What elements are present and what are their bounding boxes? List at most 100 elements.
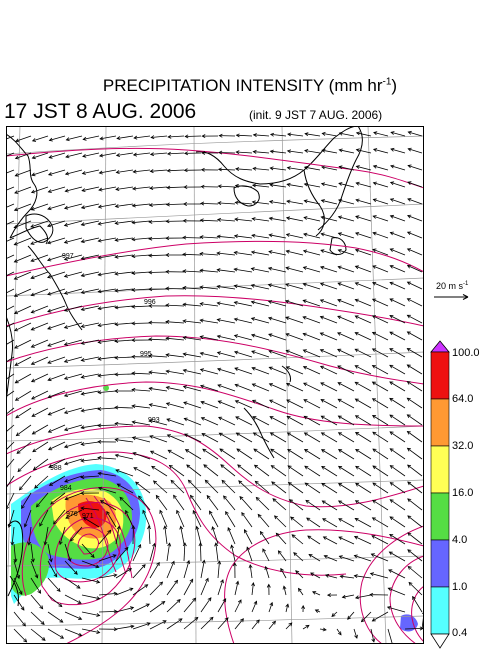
wind-vector — [64, 339, 83, 346]
wind-vector — [252, 201, 270, 205]
coastline-korea-north — [6, 133, 38, 239]
wind-vector-head — [80, 239, 85, 244]
wind-vector-head — [406, 431, 411, 435]
wind-vector — [183, 369, 202, 375]
wind-vector-head — [96, 579, 101, 584]
wind-vector — [186, 464, 202, 477]
wind-vector-head — [63, 291, 68, 295]
wind-vector — [373, 199, 389, 205]
wind-vector-head — [355, 465, 360, 470]
wind-vector — [14, 220, 32, 228]
wind-vector-head — [233, 301, 238, 305]
wind-vector — [205, 479, 219, 494]
wind-vector — [31, 288, 49, 296]
wind-vector — [355, 432, 372, 443]
wind-vector — [321, 415, 338, 426]
wind-vector — [285, 283, 304, 290]
wind-vector — [83, 517, 100, 528]
weather-map: 997 996 995 993 988 984 976 971 — [6, 126, 424, 644]
wind-vector — [47, 203, 66, 210]
wind-vector — [133, 467, 151, 477]
wind-vector-head — [186, 559, 191, 565]
wind-vector-head — [286, 182, 291, 187]
wind-vector — [98, 554, 117, 562]
wind-vector-head — [78, 616, 83, 620]
wind-vector — [356, 149, 372, 154]
wind-vector-head — [240, 618, 244, 623]
wind-vector — [6, 169, 15, 174]
wind-vector-head — [30, 241, 35, 245]
wind-vector — [183, 386, 202, 392]
wind-vector-head — [114, 305, 119, 310]
wind-vector — [407, 364, 423, 375]
wind-vector-head — [354, 282, 359, 286]
wind-vector-head — [132, 152, 138, 157]
wind-vector — [253, 168, 270, 171]
wind-vector — [200, 578, 209, 596]
wind-vector-head — [338, 555, 343, 559]
wind-vector-head — [371, 638, 376, 643]
wind-vector-head — [64, 478, 69, 483]
wind-vector — [64, 628, 82, 636]
wind-vector-head — [46, 223, 52, 228]
wind-vector — [272, 498, 287, 511]
wind-vector-head — [268, 366, 273, 371]
wind-vector — [389, 516, 406, 528]
wind-vector — [408, 582, 423, 596]
wind-vector-head — [303, 382, 308, 387]
wind-vector-head — [173, 494, 177, 499]
wind-vector-head — [115, 187, 120, 191]
wind-vector-head — [183, 185, 188, 190]
wind-vector-head — [268, 250, 273, 254]
wind-vector — [14, 271, 32, 280]
wind-vector — [47, 611, 64, 623]
wind-vector-head — [34, 484, 39, 489]
wind-vector — [81, 407, 100, 412]
wind-vector-head — [251, 183, 257, 188]
wind-vector-head — [407, 198, 412, 202]
wind-vector-head — [39, 605, 44, 610]
isobar — [359, 525, 424, 644]
wind-vector-head — [131, 436, 136, 441]
wind-vector — [200, 401, 219, 409]
wind-vector — [373, 165, 389, 171]
wind-vector — [97, 457, 117, 460]
wind-vector-head — [167, 134, 172, 139]
wind-vector — [337, 382, 355, 392]
wind-vector-head — [218, 150, 223, 155]
wind-vector-head — [285, 283, 290, 287]
wind-vector-head — [219, 448, 224, 453]
wind-vector-head — [285, 233, 290, 237]
wind-vector-head — [63, 410, 69, 414]
wind-vector — [203, 464, 219, 477]
wind-vector-head — [64, 496, 69, 501]
wind-vector — [389, 282, 406, 290]
wind-vector-head — [322, 536, 327, 540]
wind-vector — [132, 220, 151, 224]
wind-vector-head — [60, 635, 65, 639]
wind-vector-head — [371, 617, 376, 622]
wind-vector-head — [286, 432, 291, 437]
wind-vector — [217, 269, 236, 273]
wind-vector-head — [389, 231, 394, 236]
wind-vector — [303, 283, 321, 290]
wind-vector — [166, 402, 185, 409]
wind-vector-head — [182, 218, 187, 223]
wind-vector — [408, 131, 423, 137]
wind-vector-head — [80, 506, 85, 511]
isobar — [77, 533, 99, 555]
wind-vector — [165, 304, 185, 307]
wind-vector-head — [113, 573, 118, 578]
wind-vector — [217, 219, 236, 222]
wind-vector-head — [238, 480, 243, 485]
wind-vector-head — [131, 220, 136, 225]
wind-vector-head — [217, 384, 222, 388]
wind-vector-head — [285, 266, 290, 271]
wind-vector-head — [353, 574, 358, 579]
wind-vector — [132, 186, 151, 190]
wind-vector — [64, 237, 83, 243]
wind-vector — [65, 169, 83, 175]
wind-vector — [234, 367, 253, 375]
wind-vector — [325, 574, 338, 579]
wind-vector — [15, 390, 32, 401]
